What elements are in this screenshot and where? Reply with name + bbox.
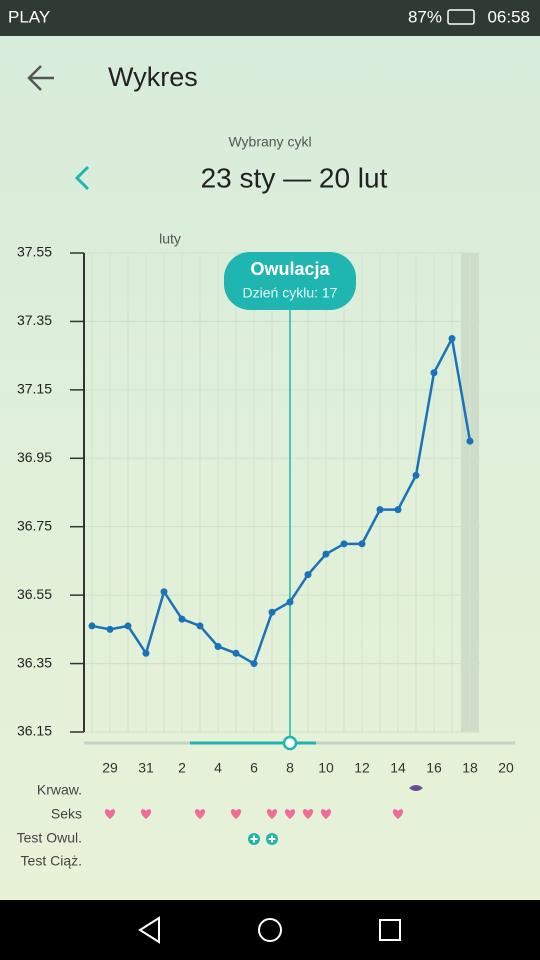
nav-recent[interactable] xyxy=(379,919,401,941)
ovulation-title: Owulacja xyxy=(250,259,330,279)
temperature-point xyxy=(250,660,258,668)
ovulation-test-icon xyxy=(247,832,261,846)
y-tick-label: 36.55 xyxy=(17,586,52,602)
cycle-label: Wybrany cykl xyxy=(228,134,311,150)
temperature-point xyxy=(466,437,474,445)
y-tick-label: 36.35 xyxy=(17,654,52,670)
row-label: Seks xyxy=(51,806,82,822)
x-tick-label: 2 xyxy=(178,760,186,776)
temperature-point xyxy=(340,540,348,548)
temperature-point xyxy=(394,506,402,514)
x-tick-label: 6 xyxy=(250,760,258,776)
temperature-point xyxy=(232,649,240,657)
x-tick-label: 14 xyxy=(390,760,406,776)
page-title: Wykres xyxy=(108,62,198,92)
slider-thumb[interactable] xyxy=(282,735,298,751)
carrier: PLAY xyxy=(8,7,50,26)
battery-icon xyxy=(447,9,475,25)
row-label: Test Ciąż. xyxy=(21,853,82,869)
x-tick-label: 8 xyxy=(286,760,294,776)
y-tick-label: 36.75 xyxy=(17,517,52,533)
previous-cycle[interactable] xyxy=(74,165,90,191)
temperature-point xyxy=(322,550,330,558)
y-tick-label: 36.15 xyxy=(17,723,52,739)
ovulation-badge xyxy=(224,252,356,310)
y-tick-label: 37.15 xyxy=(17,381,52,397)
temperature-point xyxy=(178,615,186,623)
x-tick-label: 20 xyxy=(498,760,514,776)
y-tick-label: 36.95 xyxy=(17,449,52,465)
nav-back[interactable] xyxy=(138,916,160,944)
cycle-range: 23 sty — 20 lut xyxy=(201,162,388,193)
row-label: Test Owul. xyxy=(17,830,82,846)
x-tick-label: 4 xyxy=(214,760,222,776)
temperature-point xyxy=(106,625,114,633)
row-icons xyxy=(104,785,423,846)
temperature-point xyxy=(304,571,312,579)
x-tick-label: 16 xyxy=(426,760,442,776)
row-label: Krwaw. xyxy=(37,782,82,798)
status-bar xyxy=(0,0,540,36)
x-tick-label: 10 xyxy=(318,760,334,776)
ovulation-test-icon xyxy=(265,832,279,846)
temperature-point xyxy=(286,598,294,606)
bleeding-icon xyxy=(409,785,423,791)
temperature-point xyxy=(142,649,150,657)
temperature-point xyxy=(358,540,366,548)
temperature-point xyxy=(376,506,384,514)
temperature-point xyxy=(268,608,276,616)
x-tick-label: 12 xyxy=(354,760,370,776)
y-tick-label: 37.55 xyxy=(17,244,52,260)
nav-home[interactable] xyxy=(258,918,282,942)
x-tick-label: 31 xyxy=(138,760,154,776)
y-tick-label: 37.35 xyxy=(17,312,52,328)
ovulation-subtitle: Dzień cyklu: 17 xyxy=(243,285,338,301)
clock: 06:58 xyxy=(487,7,530,26)
nav-bar xyxy=(0,900,540,960)
chart: 36.15 36.35 36.55 36.75 36.95 37.15 37.35 37.55… xyxy=(17,231,515,776)
temperature-point xyxy=(448,335,456,343)
temperature-point xyxy=(88,622,96,630)
temperature-point xyxy=(430,369,438,377)
temperature-point xyxy=(196,622,204,630)
temperature-line xyxy=(91,334,472,666)
month-label: luty xyxy=(159,231,181,247)
temperature-point xyxy=(214,642,222,650)
x-tick-label: 29 xyxy=(102,760,118,776)
back-button[interactable] xyxy=(27,65,54,91)
x-tick-label: 18 xyxy=(462,760,478,776)
temperature-point xyxy=(412,471,420,479)
battery-level: 87% xyxy=(408,7,442,26)
temperature-point xyxy=(160,588,168,596)
temperature-point xyxy=(124,622,132,630)
